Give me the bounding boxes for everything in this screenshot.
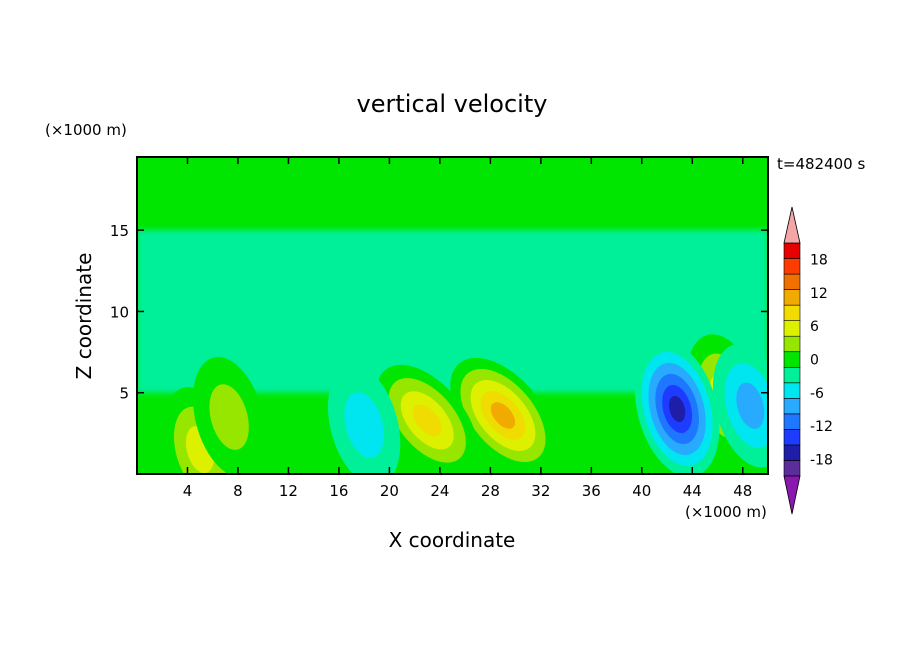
contour-level [668,395,686,423]
updraft-cell [192,356,266,474]
x-tick-label: 4 [183,482,193,500]
colorbar-swatch [783,460,801,477]
colorbar-tick-label: 0 [810,353,819,369]
colorbar-tick-label: -18 [810,452,833,468]
colorbar-over-arrow [783,206,801,244]
colorbar-swatch [783,398,801,415]
downdraft-cell [328,365,401,474]
updraft-cell [376,364,478,474]
time-label: t=482400 s [777,155,865,173]
x-tick-label: 48 [733,482,752,500]
y-tick-label: 5 [119,385,129,403]
colorbar-swatch [783,258,801,275]
colorbar-swatch [783,335,801,353]
x-tick-label: 16 [329,482,348,500]
x-tick-label: 40 [632,482,651,500]
colorbar-tick-label: -6 [810,386,824,402]
x-tick-label: 28 [481,482,500,500]
colorbar-swatch [783,304,801,321]
chart-title: vertical velocity [357,90,548,118]
colorbar-swatch [783,382,801,399]
colorbar-swatch [783,366,801,384]
colorbar-swatch [783,429,801,446]
colorbar-tick-label: -12 [810,419,833,435]
colorbar-swatch [783,413,801,430]
y-tick-label: 15 [110,222,129,240]
x-tick-label: 24 [430,482,449,500]
colorbar: -18 -12 -6 0 6 12 18 [783,206,833,515]
colorbar-swatch [783,242,801,259]
plot-frame [136,156,769,475]
contour-field [137,157,768,474]
x-tick-label: 36 [582,482,601,500]
contour-level [490,402,516,429]
x-unit-label: (×1000 m) [685,503,767,521]
x-tick-label: 20 [380,482,399,500]
colorbar-swatch [783,320,801,337]
contour-level [736,382,765,429]
downdraft-cell [712,344,768,468]
colorbar-swatch [783,444,801,461]
x-tick-label: 44 [683,482,702,500]
contour-level [344,392,384,459]
x-tick-label: 32 [531,482,550,500]
downdraft-cell [634,340,720,474]
x-axis-label: X coordinate [389,528,516,552]
contour-level [412,404,442,437]
colorbar-tick-label: 12 [810,286,828,302]
y-tick-label: 10 [110,303,129,321]
contour-level [209,384,249,450]
y-axis: 5 10 15 [110,222,768,403]
colorbar-tick-label: 6 [810,319,819,335]
colorbar-swatch [783,289,801,306]
colorbar-under-arrow [783,475,801,515]
colorbar-swatch [783,351,801,368]
x-axis: 4 8 12 16 20 24 28 32 36 40 44 48 [183,157,752,500]
x-tick-label: 8 [233,482,243,500]
y-axis-label: Z coordinate [72,253,96,380]
colorbar-tick-label: 18 [810,253,828,269]
x-tick-label: 12 [279,482,298,500]
y-unit-label: (×1000 m) [45,121,127,139]
updraft-cell [450,357,556,474]
colorbar-swatch [783,273,801,290]
